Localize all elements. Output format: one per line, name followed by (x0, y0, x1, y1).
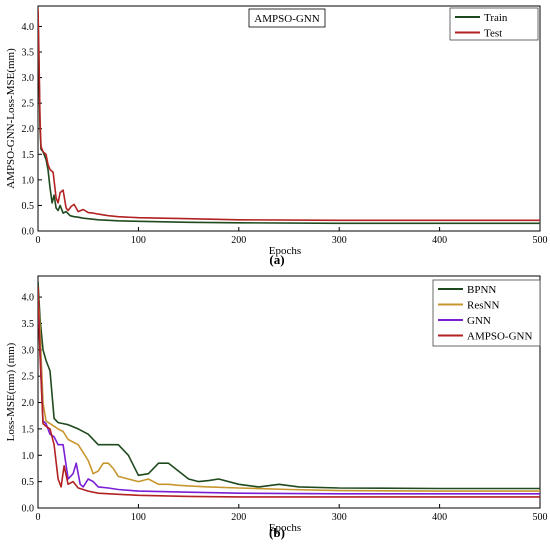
legend-label: Test (484, 28, 502, 40)
y-axis-label: Loss-MSE(mm) (mm) (5, 342, 17, 441)
y-tick-label: 2.0 (22, 124, 35, 135)
y-tick-label: 1.0 (22, 451, 35, 462)
x-tick-label: 200 (231, 512, 246, 523)
plot-frame (37, 5, 541, 232)
legend-label: BPNN (467, 284, 496, 296)
legend-label: ResNN (467, 300, 499, 312)
x-tick-label: 400 (432, 235, 447, 246)
y-tick-label: 1.0 (22, 175, 35, 186)
y-tick-label: 1.5 (22, 150, 35, 161)
x-tick-label: 300 (332, 235, 347, 246)
y-tick-label: 4.0 (22, 293, 35, 304)
x-axis-label: Epochs (269, 245, 301, 257)
series-line-ampso-gnn (38, 286, 540, 498)
y-tick-label: 2.5 (22, 99, 35, 110)
y-tick-label: 2.0 (22, 398, 35, 409)
legend-label: GNN (467, 315, 491, 327)
x-tick-label: 500 (533, 235, 548, 246)
y-tick-label: 0.0 (22, 504, 35, 515)
legend-label: Train (484, 12, 508, 24)
y-tick-label: 0.0 (22, 227, 35, 238)
series-line-test (38, 8, 540, 222)
y-tick-label: 3.0 (22, 73, 35, 84)
chart-title: AMPSO-GNN (254, 13, 319, 25)
x-tick-label: 0 (36, 235, 41, 246)
y-axis-label: AMPSO-GNN-Loss-MSE(mm) (5, 48, 17, 189)
series-line-resnn (38, 291, 540, 492)
x-tick-label: 400 (432, 512, 447, 523)
plot-frame (37, 275, 541, 509)
x-tick-label: 0 (36, 512, 41, 523)
legend-label: AMPSO-GNN (467, 331, 532, 343)
y-tick-label: 3.0 (22, 345, 35, 356)
chart-panel-2: 0 100 200 300 400 500 0.0 0.5 1.0 1.5 2.0 2.5 3.0 3.5… (5, 275, 548, 540)
series-line-bpnn (38, 281, 540, 490)
y-tick-label: 1.5 (22, 424, 35, 435)
legend-box (449, 7, 539, 41)
x-tick-label: 500 (533, 512, 548, 523)
y-tick-label: 3.5 (22, 48, 35, 59)
x-tick-label: 100 (131, 235, 146, 246)
y-tick-label: 0.5 (22, 201, 35, 212)
panel-label: (b) (269, 525, 285, 540)
x-axis-label: Epochs (269, 522, 301, 534)
series-line-train (38, 11, 540, 225)
series-line-gnn (38, 297, 540, 495)
x-tick-label: 200 (231, 235, 246, 246)
chart-panel-1: 0 100 200 300 400 500 0.0 0.5 1.0 1.5 2.0 2.5 3.0 3.5… (5, 5, 548, 267)
y-tick-label: 2.5 (22, 372, 35, 383)
y-tick-label: 3.5 (22, 319, 35, 330)
panel-label: (a) (269, 252, 284, 267)
x-tick-label: 100 (131, 512, 146, 523)
legend: Train Test (449, 7, 539, 41)
y-tick-label: 4.0 (22, 22, 35, 33)
chart-title-box (248, 8, 326, 28)
y-tick-label: 0.5 (22, 477, 35, 488)
legend: BPNN ResNN GNN AMPSO-GNN (432, 279, 541, 347)
x-tick-label: 300 (332, 512, 347, 523)
